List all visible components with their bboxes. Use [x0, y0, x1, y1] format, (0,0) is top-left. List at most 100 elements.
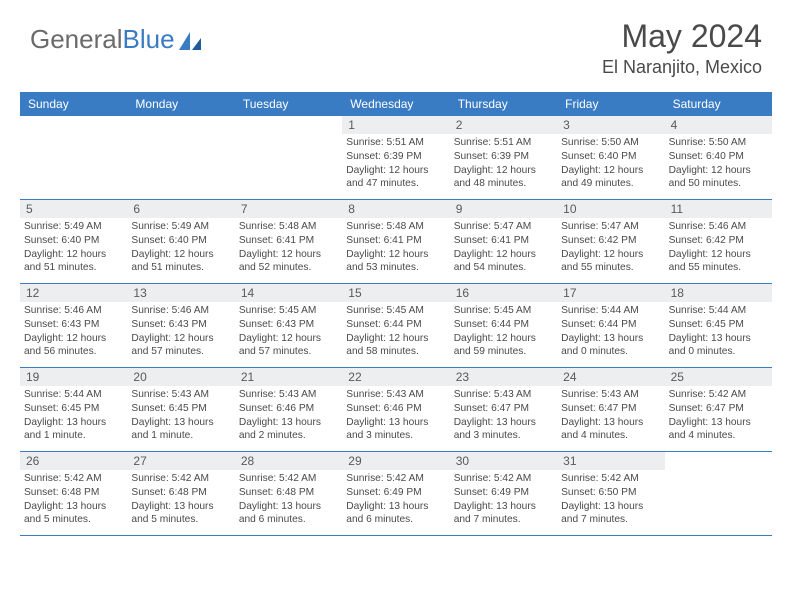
day-data: Sunrise: 5:44 AMSunset: 6:44 PMDaylight:… — [557, 302, 664, 363]
day-number: 15 — [342, 284, 449, 302]
day-of-week-header: Sunday — [20, 92, 127, 116]
calendar-cell: 31Sunrise: 5:42 AMSunset: 6:50 PMDayligh… — [557, 452, 664, 536]
day-data: Sunrise: 5:42 AMSunset: 6:48 PMDaylight:… — [20, 470, 127, 531]
day-data: Sunrise: 5:43 AMSunset: 6:46 PMDaylight:… — [235, 386, 342, 447]
calendar-cell: 29Sunrise: 5:42 AMSunset: 6:49 PMDayligh… — [342, 452, 449, 536]
title-block: May 2024 El Naranjito, Mexico — [602, 18, 762, 78]
day-data: Sunrise: 5:44 AMSunset: 6:45 PMDaylight:… — [665, 302, 772, 363]
day-data: Sunrise: 5:46 AMSunset: 6:43 PMDaylight:… — [20, 302, 127, 363]
calendar-cell: 3Sunrise: 5:50 AMSunset: 6:40 PMDaylight… — [557, 116, 664, 200]
day-data: Sunrise: 5:45 AMSunset: 6:44 PMDaylight:… — [450, 302, 557, 363]
calendar-cell: 14Sunrise: 5:45 AMSunset: 6:43 PMDayligh… — [235, 284, 342, 368]
calendar-cell: 8Sunrise: 5:48 AMSunset: 6:41 PMDaylight… — [342, 200, 449, 284]
calendar-cell: 13Sunrise: 5:46 AMSunset: 6:43 PMDayligh… — [127, 284, 234, 368]
calendar-cell: 22Sunrise: 5:43 AMSunset: 6:46 PMDayligh… — [342, 368, 449, 452]
day-data: Sunrise: 5:45 AMSunset: 6:44 PMDaylight:… — [342, 302, 449, 363]
day-number: 10 — [557, 200, 664, 218]
day-of-week-header: Tuesday — [235, 92, 342, 116]
day-data: Sunrise: 5:44 AMSunset: 6:45 PMDaylight:… — [20, 386, 127, 447]
day-number: 5 — [20, 200, 127, 218]
calendar-cell: 2Sunrise: 5:51 AMSunset: 6:39 PMDaylight… — [450, 116, 557, 200]
day-data: Sunrise: 5:50 AMSunset: 6:40 PMDaylight:… — [557, 134, 664, 195]
day-data: Sunrise: 5:42 AMSunset: 6:47 PMDaylight:… — [665, 386, 772, 447]
day-data: Sunrise: 5:42 AMSunset: 6:49 PMDaylight:… — [450, 470, 557, 531]
day-number: 28 — [235, 452, 342, 470]
day-number: 30 — [450, 452, 557, 470]
day-data: Sunrise: 5:42 AMSunset: 6:48 PMDaylight:… — [235, 470, 342, 531]
calendar-cell: 11Sunrise: 5:46 AMSunset: 6:42 PMDayligh… — [665, 200, 772, 284]
day-number: 24 — [557, 368, 664, 386]
calendar-cell: 21Sunrise: 5:43 AMSunset: 6:46 PMDayligh… — [235, 368, 342, 452]
day-number: 12 — [20, 284, 127, 302]
day-number: 13 — [127, 284, 234, 302]
calendar-grid: SundayMondayTuesdayWednesdayThursdayFrid… — [20, 92, 772, 536]
day-number: 22 — [342, 368, 449, 386]
calendar-cell: 1Sunrise: 5:51 AMSunset: 6:39 PMDaylight… — [342, 116, 449, 200]
day-number: 18 — [665, 284, 772, 302]
logo-sail-icon — [177, 30, 203, 52]
day-data: Sunrise: 5:46 AMSunset: 6:42 PMDaylight:… — [665, 218, 772, 279]
calendar-cell: 19Sunrise: 5:44 AMSunset: 6:45 PMDayligh… — [20, 368, 127, 452]
day-data: Sunrise: 5:51 AMSunset: 6:39 PMDaylight:… — [342, 134, 449, 195]
calendar-cell: 27Sunrise: 5:42 AMSunset: 6:48 PMDayligh… — [127, 452, 234, 536]
location: El Naranjito, Mexico — [602, 57, 762, 78]
day-number: 4 — [665, 116, 772, 134]
calendar-cell: 18Sunrise: 5:44 AMSunset: 6:45 PMDayligh… — [665, 284, 772, 368]
calendar-cell: 5Sunrise: 5:49 AMSunset: 6:40 PMDaylight… — [20, 200, 127, 284]
calendar-cell: 10Sunrise: 5:47 AMSunset: 6:42 PMDayligh… — [557, 200, 664, 284]
day-of-week-header: Wednesday — [342, 92, 449, 116]
day-number: 23 — [450, 368, 557, 386]
calendar-cell — [127, 116, 234, 200]
day-data: Sunrise: 5:51 AMSunset: 6:39 PMDaylight:… — [450, 134, 557, 195]
calendar-cell: 20Sunrise: 5:43 AMSunset: 6:45 PMDayligh… — [127, 368, 234, 452]
day-data: Sunrise: 5:50 AMSunset: 6:40 PMDaylight:… — [665, 134, 772, 195]
calendar-cell: 25Sunrise: 5:42 AMSunset: 6:47 PMDayligh… — [665, 368, 772, 452]
day-data: Sunrise: 5:47 AMSunset: 6:41 PMDaylight:… — [450, 218, 557, 279]
day-of-week-header: Saturday — [665, 92, 772, 116]
calendar-cell: 7Sunrise: 5:48 AMSunset: 6:41 PMDaylight… — [235, 200, 342, 284]
logo: GeneralBlue — [30, 24, 203, 55]
day-data: Sunrise: 5:48 AMSunset: 6:41 PMDaylight:… — [342, 218, 449, 279]
day-data: Sunrise: 5:43 AMSunset: 6:47 PMDaylight:… — [557, 386, 664, 447]
logo-text-general: General — [30, 24, 123, 55]
day-of-week-header: Thursday — [450, 92, 557, 116]
day-number: 6 — [127, 200, 234, 218]
day-number: 1 — [342, 116, 449, 134]
logo-text-blue: Blue — [123, 24, 175, 55]
calendar-cell: 23Sunrise: 5:43 AMSunset: 6:47 PMDayligh… — [450, 368, 557, 452]
calendar-cell: 24Sunrise: 5:43 AMSunset: 6:47 PMDayligh… — [557, 368, 664, 452]
day-number: 21 — [235, 368, 342, 386]
day-number: 2 — [450, 116, 557, 134]
day-data: Sunrise: 5:42 AMSunset: 6:50 PMDaylight:… — [557, 470, 664, 531]
day-data: Sunrise: 5:46 AMSunset: 6:43 PMDaylight:… — [127, 302, 234, 363]
day-number: 16 — [450, 284, 557, 302]
calendar-cell: 9Sunrise: 5:47 AMSunset: 6:41 PMDaylight… — [450, 200, 557, 284]
day-number: 7 — [235, 200, 342, 218]
day-number: 29 — [342, 452, 449, 470]
day-data: Sunrise: 5:45 AMSunset: 6:43 PMDaylight:… — [235, 302, 342, 363]
day-number: 20 — [127, 368, 234, 386]
calendar-cell: 6Sunrise: 5:49 AMSunset: 6:40 PMDaylight… — [127, 200, 234, 284]
calendar-cell: 12Sunrise: 5:46 AMSunset: 6:43 PMDayligh… — [20, 284, 127, 368]
day-number: 3 — [557, 116, 664, 134]
day-number: 17 — [557, 284, 664, 302]
day-data: Sunrise: 5:47 AMSunset: 6:42 PMDaylight:… — [557, 218, 664, 279]
month-title: May 2024 — [602, 18, 762, 55]
day-of-week-header: Friday — [557, 92, 664, 116]
day-data: Sunrise: 5:43 AMSunset: 6:47 PMDaylight:… — [450, 386, 557, 447]
day-data: Sunrise: 5:43 AMSunset: 6:46 PMDaylight:… — [342, 386, 449, 447]
day-data: Sunrise: 5:43 AMSunset: 6:45 PMDaylight:… — [127, 386, 234, 447]
day-data: Sunrise: 5:42 AMSunset: 6:49 PMDaylight:… — [342, 470, 449, 531]
day-of-week-header: Monday — [127, 92, 234, 116]
day-number: 27 — [127, 452, 234, 470]
day-data: Sunrise: 5:49 AMSunset: 6:40 PMDaylight:… — [127, 218, 234, 279]
calendar-cell — [20, 116, 127, 200]
day-number: 9 — [450, 200, 557, 218]
calendar-cell — [665, 452, 772, 536]
day-data: Sunrise: 5:49 AMSunset: 6:40 PMDaylight:… — [20, 218, 127, 279]
day-data: Sunrise: 5:42 AMSunset: 6:48 PMDaylight:… — [127, 470, 234, 531]
header: GeneralBlue May 2024 El Naranjito, Mexic… — [0, 0, 792, 86]
calendar-cell: 17Sunrise: 5:44 AMSunset: 6:44 PMDayligh… — [557, 284, 664, 368]
calendar-cell: 26Sunrise: 5:42 AMSunset: 6:48 PMDayligh… — [20, 452, 127, 536]
day-number: 11 — [665, 200, 772, 218]
